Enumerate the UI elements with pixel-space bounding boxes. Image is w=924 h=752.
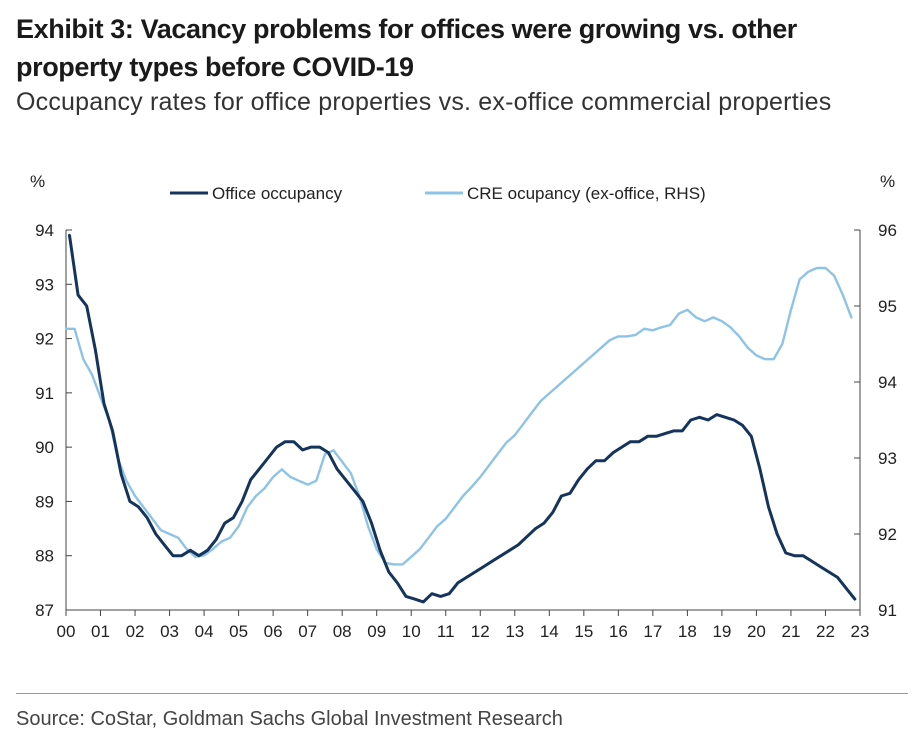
office-occupancy-line xyxy=(68,233,857,604)
right-axis-tick-label: 96 xyxy=(878,221,897,240)
x-axis-tick-label: 05 xyxy=(229,622,248,641)
left-axis-tick-label: 94 xyxy=(35,221,54,240)
x-axis-tick-label: 03 xyxy=(160,622,179,641)
right-axis-tick-label: 91 xyxy=(878,601,897,620)
left-axis-tick-label: 92 xyxy=(35,330,54,349)
x-axis-tick-label: 11 xyxy=(437,622,455,641)
right-axis-tick-label: 92 xyxy=(878,525,897,544)
legend-cre-label: CRE ocupancy (ex-office, RHS) xyxy=(467,184,706,203)
left-axis-tick-label: 89 xyxy=(35,492,54,511)
x-axis-tick-label: 00 xyxy=(57,622,76,641)
chart-axes: 94 93 92 91 90 89 88 87 96 95 94 93 92 91 00 01 02 03 04 05… xyxy=(35,221,897,641)
x-axis-tick-label: 09 xyxy=(367,622,386,641)
x-axis-tick-label: 01 xyxy=(91,622,110,641)
left-axis-tick-label: 88 xyxy=(35,547,54,566)
x-axis-tick-label: 04 xyxy=(195,622,214,641)
x-axis-tick-label: 07 xyxy=(298,622,317,641)
x-axis-tick-label: 08 xyxy=(333,622,352,641)
x-axis-tick-label: 16 xyxy=(609,622,628,641)
source-note: Source: CoStar, Goldman Sachs Global Inv… xyxy=(16,708,563,730)
occupancy-chart: % % Office occupancy CRE ocupancy (ex-of… xyxy=(30,172,897,641)
x-axis-tick-label: 12 xyxy=(471,622,490,641)
right-axis-tick-label: 93 xyxy=(878,449,897,468)
left-axis-tick-label: 90 xyxy=(35,438,54,457)
cre-occupancy-line xyxy=(64,266,853,566)
chart-legend: Office occupancy CRE ocupancy (ex-office… xyxy=(170,184,706,203)
x-axis-tick-label: 20 xyxy=(747,622,766,641)
left-axis-tick-label: 87 xyxy=(35,601,54,620)
chart-series xyxy=(64,233,857,604)
x-axis-tick-label: 23 xyxy=(851,622,870,641)
x-axis-tick-label: 17 xyxy=(643,622,662,641)
x-axis-tick-label: 14 xyxy=(540,622,559,641)
right-axis-tick-label: 95 xyxy=(878,297,897,316)
x-axis-tick-label: 15 xyxy=(574,622,593,641)
x-axis-tick-label: 02 xyxy=(126,622,145,641)
x-axis-tick-label: 13 xyxy=(505,622,524,641)
x-axis-tick-label: 21 xyxy=(781,622,800,641)
left-axis-tick-label: 93 xyxy=(35,275,54,294)
x-axis-tick-label: 18 xyxy=(678,622,697,641)
right-axis-tick-label: 94 xyxy=(878,373,897,392)
right-axis-unit: % xyxy=(880,172,895,191)
x-axis-tick-label: 19 xyxy=(712,622,731,641)
chart-subtitle: Occupancy rates for office properties vs… xyxy=(16,88,832,116)
x-axis-tick-label: 10 xyxy=(402,622,421,641)
x-axis-tick-label: 22 xyxy=(816,622,835,641)
x-axis-tick-label: 06 xyxy=(264,622,283,641)
left-axis-unit: % xyxy=(30,172,45,191)
legend-office-label: Office occupancy xyxy=(212,184,343,203)
source-divider xyxy=(16,693,908,694)
chart-title: Exhibit 3: Vacancy problems for offices … xyxy=(16,14,797,82)
left-axis-tick-label: 91 xyxy=(35,384,54,403)
